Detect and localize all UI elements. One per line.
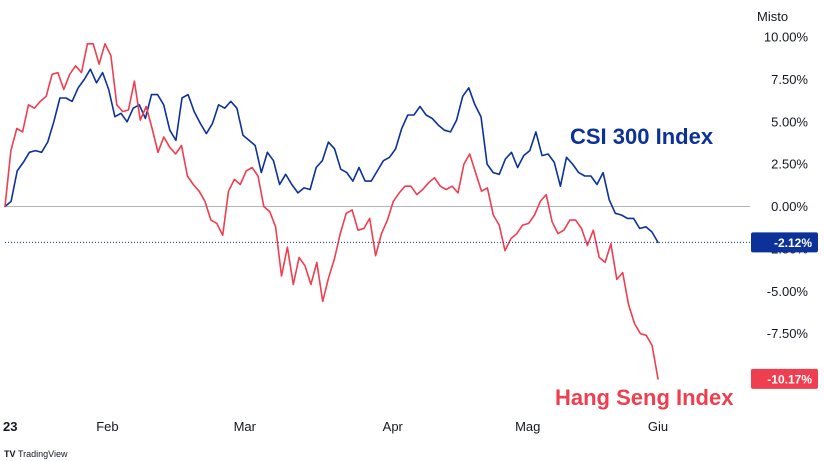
series-label-hang-seng: Hang Seng Index	[555, 385, 734, 410]
y-tick-label: 7.50%	[771, 72, 808, 87]
last-value-badge	[751, 368, 818, 389]
last-value-badge	[751, 232, 818, 253]
last-value-badge-text: -2.12%	[774, 236, 812, 250]
x-tick-label: Giu	[648, 419, 668, 434]
tradingview-branding[interactable]: TV TradingView	[4, 449, 68, 459]
y-tick-label: 2.50%	[771, 157, 808, 172]
x-axis[interactable]: 23 Feb Mar Apr Mag Giu	[3, 419, 668, 434]
series-group	[4, 43, 659, 380]
y-tick-label: -7.50%	[767, 326, 809, 341]
last-value-badge-text: -10.17%	[767, 372, 812, 386]
tradingview-brand-text: TradingView	[18, 449, 68, 459]
y-tick-label: -5.00%	[767, 284, 809, 299]
x-tick-label: Apr	[383, 419, 404, 434]
y-tick-label: 5.00%	[771, 114, 808, 129]
x-tick-label: Feb	[96, 419, 118, 434]
series-line-hang-seng-index[interactable]	[4, 43, 659, 380]
x-tick-label: Mag	[515, 419, 540, 434]
tradingview-logo-icon: TV	[4, 449, 16, 459]
series-label-csi-300: CSI 300 Index	[570, 124, 714, 149]
x-tick-label: Mar	[234, 419, 257, 434]
y-tick-label: 10.00%	[764, 30, 809, 45]
y-tick-label: 0.00%	[771, 199, 808, 214]
x-tick-label: 23	[3, 419, 17, 434]
last-value-badges: -2.12% -10.17%	[5, 232, 818, 389]
scale-mode-label[interactable]: Misto	[757, 9, 788, 24]
y-axis[interactable]: 10.00%7.50%5.00%2.50%0.00%-2.50%-5.00%-7…	[764, 30, 809, 342]
series-line-csi-300-index[interactable]	[4, 68, 659, 244]
